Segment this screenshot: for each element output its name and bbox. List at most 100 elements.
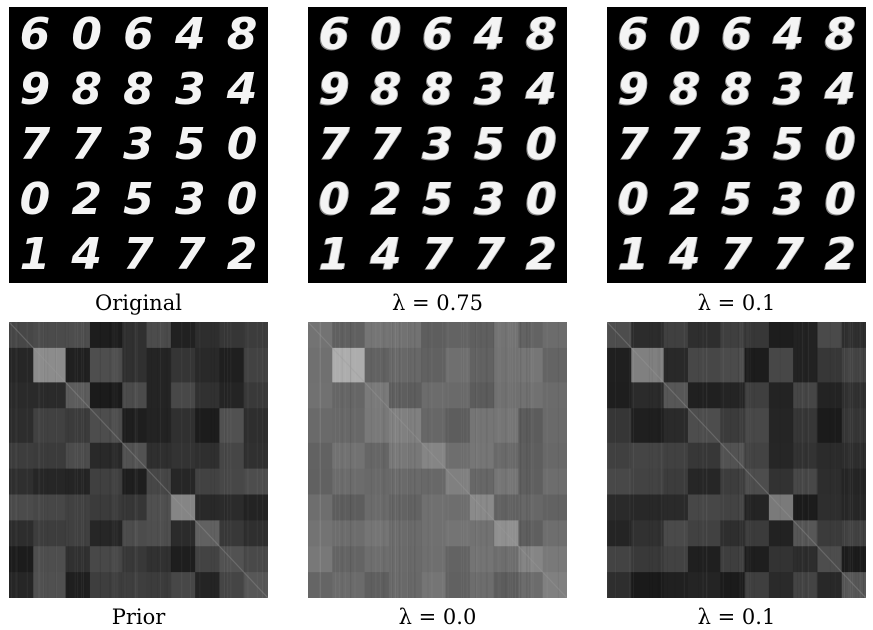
digit-cell: 3 [772,63,804,115]
digit-cell: 9 [318,63,350,115]
heatmap-block [89,408,123,444]
heatmap-block [364,546,390,573]
heatmap-block [607,494,632,521]
heatmap-block [841,322,866,349]
heatmap-block [793,382,819,409]
heatmap-block [744,442,770,470]
heatmap-block [388,494,422,521]
heatmap-block [122,408,148,444]
heatmap-lambda-00-svg [308,322,567,598]
heatmap-block [607,442,632,470]
heatmap-block [146,494,172,521]
heatmap-block [494,494,520,521]
digit-cell: 4 [669,229,700,281]
digit-cell: 7 [617,118,649,170]
digit-cell: 6 [19,8,51,60]
heatmap-block [146,546,172,573]
heatmap-block [687,520,721,547]
heatmap-block [364,520,390,547]
heatmap-block [308,520,333,547]
heatmap-block [542,347,567,383]
heatmap-block [421,408,447,444]
heatmap-block [817,468,843,496]
heatmap-block [243,468,268,496]
heatmap-block [631,322,665,349]
heatmap-block [9,382,34,409]
heatmap-block [841,494,866,521]
heatmap-block [33,382,67,409]
heatmap-block [65,382,91,409]
heatmap-block [332,382,366,409]
heatmap-block [494,546,520,573]
heatmap-block [122,322,148,349]
heatmap-block [663,408,689,444]
digit-cell: 6 [721,8,752,60]
heatmap-block [421,468,447,496]
heatmap-block [469,347,495,383]
digit-cell: 2 [370,174,401,226]
heatmap-block [421,572,447,598]
digit-cell: 0 [71,8,102,60]
heatmap-block [720,546,746,573]
heatmap-block [308,572,333,598]
digit-cell: 2 [226,229,258,281]
heatmap-block [9,347,34,383]
heatmap-block [243,520,268,547]
heatmap-block [89,546,123,573]
heatmap-block [219,494,245,521]
heatmap-block [170,382,196,409]
heatmap-block [65,347,91,383]
heatmap-block [518,382,544,409]
heatmap-prior-svg [9,322,268,598]
heatmap-block [720,520,746,547]
heatmap-block [170,468,196,496]
digit-cell: 7 [721,229,752,281]
digit-cell: 8 [669,63,700,115]
heatmap-block [9,494,34,521]
heatmap-block [793,408,819,444]
digit-cell: 0 [824,174,856,226]
heatmap-block [195,442,221,470]
heatmap-block [469,468,495,496]
heatmap-block [421,322,447,349]
digit-cell: 8 [721,63,752,115]
heatmap-block [768,322,794,349]
heatmap-block [744,468,770,496]
heatmap-block [388,572,422,598]
heatmap-block [841,442,866,470]
heatmap-block [146,347,172,383]
heatmap-block [9,572,34,598]
heatmap-block [89,494,123,521]
heatmap-block [388,546,422,573]
heatmap-block [793,468,819,496]
digit-cell: 0 [669,8,700,60]
heatmap-block [768,520,794,547]
digit-cell: 7 [174,229,206,281]
heatmap-block [445,546,471,573]
digit-cell: 0 [370,8,401,60]
heatmap-block [445,408,471,444]
heatmap-block [817,382,843,409]
heatmap-block [469,520,495,547]
heatmap-block [469,442,495,470]
digit-cell: 7 [318,118,350,170]
digit-cell: 1 [19,229,51,281]
heatmap-block [243,494,268,521]
heatmap-block [542,546,567,573]
heatmap-block [33,347,67,383]
heatmap-block [607,468,632,496]
heatmap-block [744,382,770,409]
digit-cell: 7 [772,229,804,281]
heatmap-block [607,408,632,444]
digit-cell: 8 [824,8,856,60]
heatmap-block [388,468,422,496]
heatmap-block [89,442,123,470]
heatmap-block [388,382,422,409]
digit-cell: 0 [824,118,856,170]
heatmap-block [817,322,843,349]
heatmap-lambda-01 [607,322,866,598]
heatmap-block [332,408,366,444]
heatmap-block [89,572,123,598]
